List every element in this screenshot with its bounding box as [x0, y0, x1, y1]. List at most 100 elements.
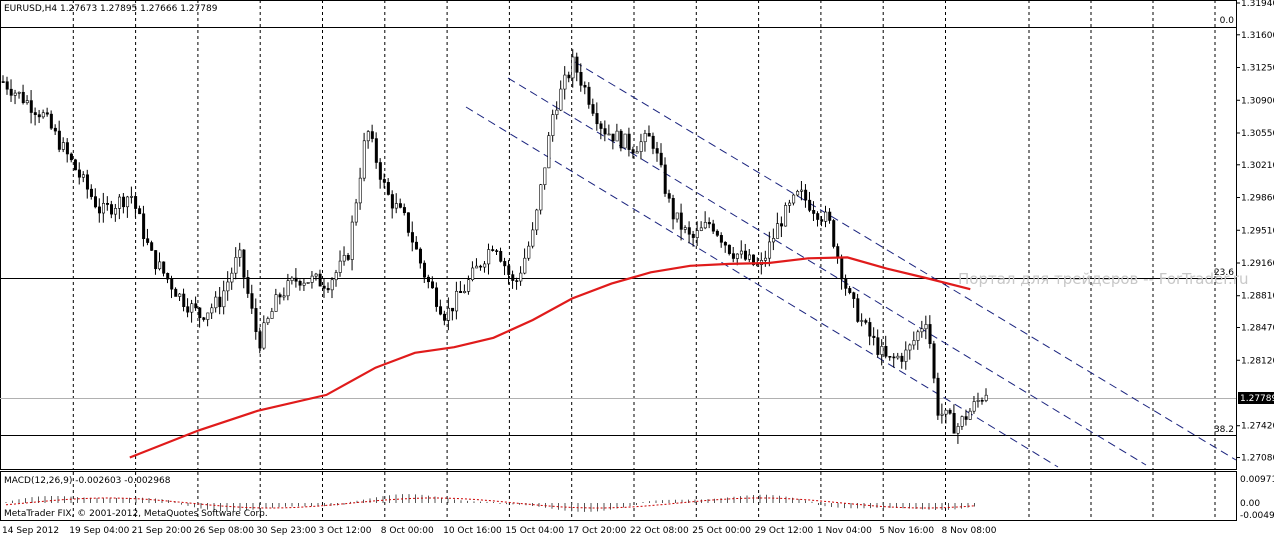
- candle-body: [114, 208, 118, 215]
- candle-body: [884, 345, 888, 357]
- candle-body: [93, 196, 97, 208]
- candle-body: [948, 409, 952, 414]
- candle-body: [956, 426, 960, 434]
- candle-body: [916, 331, 920, 341]
- candle-body: [350, 221, 354, 260]
- candle-body: [487, 249, 491, 265]
- candle-body: [302, 282, 306, 286]
- candle-body: [246, 277, 250, 294]
- candle-body: [715, 230, 719, 236]
- candle-body: [418, 248, 422, 264]
- candle-body: [186, 306, 190, 313]
- time-tick-label: 29 Oct 12:00: [755, 526, 814, 536]
- fib-label-38-2: 38.2: [1214, 425, 1234, 435]
- candle-body: [142, 213, 146, 239]
- candle-body: [406, 212, 410, 233]
- candle-body: [727, 244, 731, 254]
- candle-body: [739, 250, 743, 255]
- candle-body: [804, 189, 808, 201]
- candle-body: [848, 288, 852, 293]
- candle-body: [663, 164, 667, 194]
- moving-average-line[interactable]: [129, 256, 971, 459]
- candle-body: [479, 265, 483, 268]
- candle-body: [366, 131, 370, 142]
- candle-body: [511, 274, 515, 281]
- candle-body: [912, 340, 916, 346]
- candle-body: [944, 409, 948, 415]
- candle-body: [595, 113, 599, 125]
- candle-body: [683, 227, 687, 230]
- candle-body: [455, 290, 459, 312]
- candle-body: [382, 179, 386, 183]
- macd-panel-frame: [0, 471, 1237, 521]
- channel-upper-line[interactable]: [507, 77, 1147, 466]
- candle-body: [53, 127, 57, 132]
- candle-body: [73, 159, 77, 171]
- candle-body: [77, 169, 81, 178]
- time-axis[interactable]: 14 Sep 2012 19 Sep 04:00 21 Sep 20:00 26 Se…: [2, 526, 997, 536]
- candle-body: [218, 296, 222, 308]
- candle-body: [97, 206, 101, 214]
- candle-body: [57, 130, 61, 150]
- price-axis[interactable]: 1.31940 1.31600 1.31250 1.30900 1.30550 1.302…: [1236, 0, 1274, 464]
- candle-body: [559, 88, 563, 111]
- channel-lower-line[interactable]: [574, 61, 1237, 461]
- candle-body: [330, 279, 334, 291]
- candle-body: [623, 133, 627, 149]
- candle-body: [402, 207, 406, 214]
- candle-body: [214, 296, 218, 309]
- candle-body: [106, 203, 110, 205]
- candle-body: [639, 141, 643, 152]
- candle-body: [326, 288, 330, 291]
- candle-body: [675, 212, 679, 220]
- candle-body: [495, 250, 499, 252]
- candle-body: [703, 222, 707, 229]
- candle-body: [499, 251, 503, 262]
- candle-body: [1, 81, 5, 83]
- candle-body: [872, 335, 876, 338]
- candle-body: [254, 308, 258, 332]
- candle-body: [900, 355, 904, 362]
- candle-body: [150, 242, 154, 251]
- candle-body: [122, 196, 126, 208]
- candle-body: [298, 280, 302, 286]
- candle-body: [386, 182, 390, 195]
- candle-body: [667, 193, 671, 199]
- candle-body: [800, 189, 804, 192]
- channel-middle-line[interactable]: [465, 106, 1059, 468]
- candle-body: [69, 153, 73, 161]
- candle-body: [134, 196, 138, 209]
- candle-body: [338, 260, 342, 273]
- candle-body: [222, 290, 226, 308]
- candle-body: [138, 208, 142, 215]
- candle-body: [723, 242, 727, 246]
- price-tick-label: 1.29510: [1241, 226, 1274, 236]
- candle-body: [687, 227, 691, 235]
- candle-body: [659, 152, 663, 166]
- price-tick-label: 1.30550: [1241, 129, 1274, 139]
- fib-label-0: 0.0: [1220, 16, 1235, 26]
- candlesticks: [1, 49, 988, 444]
- regression-channel[interactable]: [465, 61, 1237, 468]
- candle-body: [81, 174, 85, 178]
- candle-body: [711, 223, 715, 232]
- candle-body: [547, 135, 551, 169]
- candle-body: [984, 394, 988, 401]
- candle-body: [451, 307, 455, 312]
- candle-body: [310, 275, 314, 283]
- candle-body: [920, 328, 924, 333]
- candle-body: [603, 128, 607, 135]
- candle-body: [611, 133, 615, 142]
- candle-body: [980, 400, 984, 402]
- candle-body: [290, 277, 294, 281]
- candle-body: [832, 220, 836, 247]
- candle-body: [808, 199, 812, 211]
- candle-body: [346, 255, 350, 260]
- candle-body: [414, 241, 418, 250]
- candle-body: [796, 191, 800, 196]
- candle-body: [864, 320, 868, 323]
- candle-body: [13, 92, 17, 96]
- candle-body: [166, 272, 170, 280]
